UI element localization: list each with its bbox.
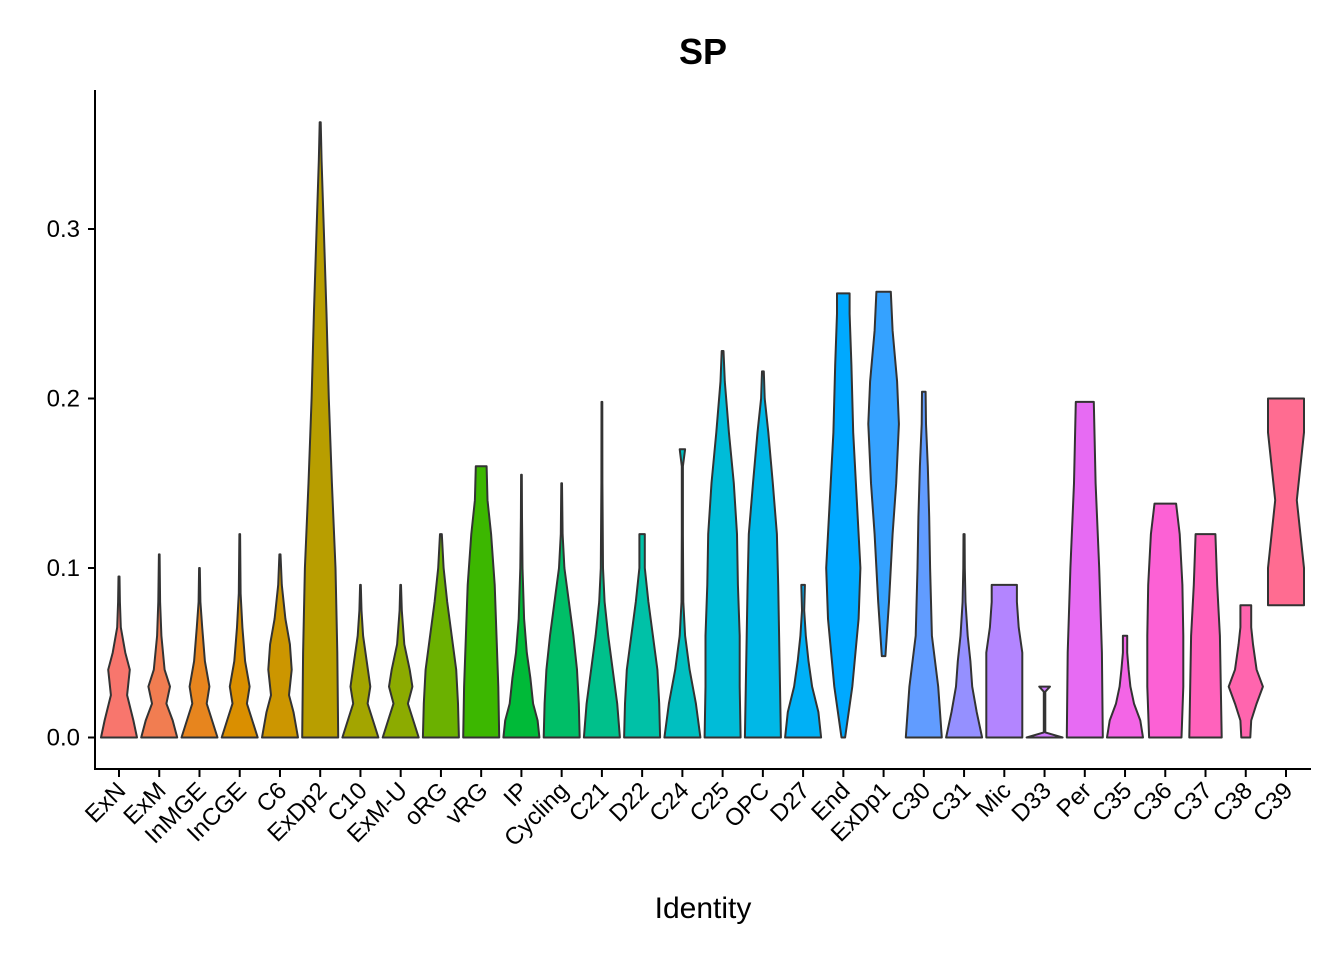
y-tick-label: 0.2 xyxy=(47,385,80,412)
violin-c37 xyxy=(1188,533,1223,739)
violin-c21 xyxy=(582,400,621,739)
x-tick-label: C36 xyxy=(1127,777,1177,827)
y-ticks-group: 0.0 0.1 0.2 0.3 xyxy=(47,216,95,751)
violin-vrg xyxy=(462,465,501,739)
violin-d22 xyxy=(623,533,662,739)
x-tick-label: Mic xyxy=(971,777,1016,822)
violin-per xyxy=(1065,400,1104,739)
x-tick-label: C38 xyxy=(1208,777,1258,827)
violin-c36 xyxy=(1146,502,1185,739)
violin-exm-u xyxy=(381,583,420,739)
violin-exm xyxy=(140,553,179,739)
violin-c10 xyxy=(341,583,380,739)
violin-c24 xyxy=(663,448,702,739)
violin-org xyxy=(421,533,460,739)
x-tick-label: D22 xyxy=(604,777,654,827)
violin-exdp1 xyxy=(867,290,900,658)
violin-c25 xyxy=(703,350,742,739)
violin-end xyxy=(825,292,862,739)
x-tick-label: C24 xyxy=(644,777,694,827)
chart-title: SP xyxy=(679,31,727,72)
violin-inmge xyxy=(180,567,219,739)
x-tick-label: C21 xyxy=(564,777,614,827)
x-tick-label: C35 xyxy=(1087,777,1137,827)
violin-mic xyxy=(985,583,1024,739)
violins-group xyxy=(100,121,1305,739)
y-tick-label: 0.3 xyxy=(47,216,80,243)
violin-exdp2 xyxy=(301,121,340,739)
x-tick-label: D33 xyxy=(1007,777,1057,827)
x-tick-label: OPC xyxy=(719,777,775,833)
x-tick-label: oRG xyxy=(399,777,453,831)
x-tick-label: C31 xyxy=(926,777,976,827)
violin-c35 xyxy=(1106,634,1144,739)
x-tick-label: C30 xyxy=(886,777,936,827)
violin-d33 xyxy=(1025,685,1064,739)
violin-c31 xyxy=(945,533,984,739)
x-tick-label: Per xyxy=(1052,777,1098,823)
violin-ip xyxy=(502,473,541,739)
violin-d27 xyxy=(784,583,823,739)
y-tick-label: 0.1 xyxy=(47,555,80,582)
violin-c39 xyxy=(1267,397,1305,607)
x-tick-label: D27 xyxy=(765,777,815,827)
violin-opc xyxy=(743,370,782,739)
violin-incge xyxy=(220,533,259,739)
x-axis-title: Identity xyxy=(655,892,752,925)
violin-exn xyxy=(100,575,138,739)
x-tick-label: C37 xyxy=(1168,777,1218,827)
violin-c6 xyxy=(261,553,299,739)
x-tick-label: ExN xyxy=(80,777,131,828)
violin-c38 xyxy=(1227,604,1264,739)
x-tick-label: C39 xyxy=(1248,777,1298,827)
y-tick-label: 0.0 xyxy=(47,724,80,751)
violin-cycling xyxy=(542,482,581,739)
x-tick-label: vRG xyxy=(440,777,493,830)
violin-c30 xyxy=(904,390,943,739)
